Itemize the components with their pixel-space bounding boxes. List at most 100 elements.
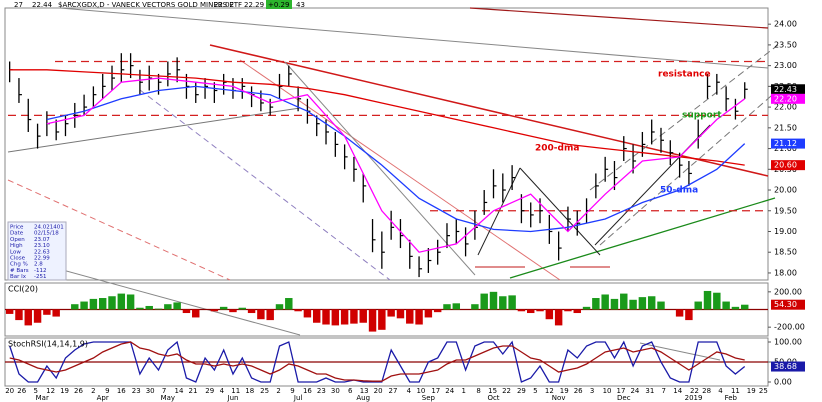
cci-bar	[331, 309, 340, 326]
x-tick-label: 19	[747, 387, 756, 395]
x-tick-label: 15	[488, 387, 497, 395]
month-label: Oct	[487, 394, 499, 402]
y-tick-label: 0.00	[774, 378, 792, 387]
stoch-line	[9, 341, 745, 382]
x-tick-label: 20	[374, 387, 383, 395]
cci-bar	[368, 309, 377, 332]
x-tick-label: 11	[731, 387, 740, 395]
cci-bar	[703, 290, 712, 310]
x-tick-label: 8	[476, 387, 480, 395]
x-tick-label: 26	[17, 387, 26, 395]
cci-bar	[294, 309, 302, 312]
cci-bar	[350, 309, 358, 324]
price-tag	[771, 138, 805, 149]
cci-bar	[638, 297, 647, 310]
x-tick-label: 12	[545, 387, 554, 395]
x-tick-label: 25	[260, 387, 269, 395]
cci-bar	[517, 309, 526, 312]
x-tick-label: 9	[290, 387, 294, 395]
info-value: 22.99	[34, 256, 50, 262]
x-tick-label: 29	[517, 387, 526, 395]
cci-bar	[545, 309, 554, 320]
price-tag-label: 54.30	[774, 300, 797, 309]
price-tag-label: 22.20	[774, 94, 797, 103]
cci-bar	[685, 309, 693, 321]
cci-bar	[620, 293, 628, 310]
x-tick-label: 21	[188, 387, 197, 395]
info-label: Chg %	[10, 262, 28, 268]
x-tick-label: 30	[146, 387, 155, 395]
cci-bar	[592, 298, 600, 310]
cci-bar	[508, 295, 516, 310]
cci-bar	[275, 304, 284, 310]
month-label: Nov	[552, 394, 566, 402]
annotation: resistance	[658, 70, 711, 80]
x-tick-label: 25	[759, 387, 768, 395]
cci-bar	[564, 309, 572, 312]
trend-line	[209, 44, 769, 177]
cci-bar	[238, 307, 246, 310]
cci-bar	[182, 309, 191, 314]
info-value: -251	[34, 274, 46, 280]
trend-line	[239, 59, 561, 281]
info-value: 2.8	[34, 262, 43, 268]
month-label: Mar	[36, 394, 49, 402]
info-label: Close	[10, 256, 26, 262]
cci-bar	[694, 301, 702, 310]
x-tick-label: 7	[662, 387, 666, 395]
x-tick-label: 12	[46, 387, 55, 395]
x-tick-label: 2	[91, 387, 95, 395]
cci-bar	[89, 298, 98, 310]
cci-bar	[601, 294, 609, 310]
cci-bar	[136, 307, 144, 310]
x-tick-label: 3	[590, 387, 594, 395]
cci-bar	[285, 298, 293, 310]
x-tick-label: 10	[603, 387, 612, 395]
price-tag	[771, 361, 805, 372]
x-tick-label: 19	[560, 387, 569, 395]
y-tick-label: 21.50	[774, 123, 797, 132]
trend-line	[599, 89, 779, 246]
cci-bar	[443, 304, 451, 310]
y-tick-label: 22.00	[774, 103, 797, 112]
x-tick-label: 22	[690, 387, 699, 395]
cci-bar	[554, 309, 563, 326]
x-tick-label: 16	[117, 387, 126, 395]
annotation: support	[682, 111, 722, 121]
info-value: 02/15/18	[34, 231, 59, 237]
x-tick-label: 13	[360, 387, 369, 395]
x-tick-label: 4	[407, 387, 412, 395]
cci-bar	[154, 308, 163, 310]
x-tick-label: 22	[502, 387, 511, 395]
moving-average	[46, 85, 746, 233]
header-stat: 22.02	[214, 1, 234, 9]
x-tick-label: 5	[533, 387, 537, 395]
cci-bar	[387, 309, 395, 317]
panel-title: CCI(20)	[8, 285, 38, 294]
cci-bar	[573, 309, 581, 314]
month-label: Sep	[422, 394, 436, 402]
cci-bar	[15, 309, 23, 321]
month-label: Feb	[725, 394, 738, 402]
cci-bar	[647, 296, 656, 310]
x-tick-label: 24	[630, 387, 639, 395]
x-tick-label: 1	[461, 387, 465, 395]
y-tick-label: 200.00	[774, 287, 802, 296]
price-tag	[771, 160, 805, 171]
cci-bar	[322, 309, 330, 325]
x-tick-label: 31	[645, 387, 654, 395]
info-value: 24.021401	[34, 225, 64, 231]
trend-line	[477, 167, 521, 256]
y-tick-label: -200.00	[774, 323, 805, 332]
cci-bar	[713, 292, 721, 310]
cci-bar	[489, 291, 498, 310]
x-tick-label: 4	[220, 387, 225, 395]
x-tick-label: 29	[205, 387, 214, 395]
x-tick-label: 23	[317, 387, 326, 395]
x-tick-label: 20	[5, 387, 14, 395]
panel-title: StochRSI(14,14,1,9)	[8, 340, 88, 349]
trend-line	[284, 61, 476, 276]
info-value: -112	[34, 268, 46, 274]
trend-line	[7, 179, 231, 281]
